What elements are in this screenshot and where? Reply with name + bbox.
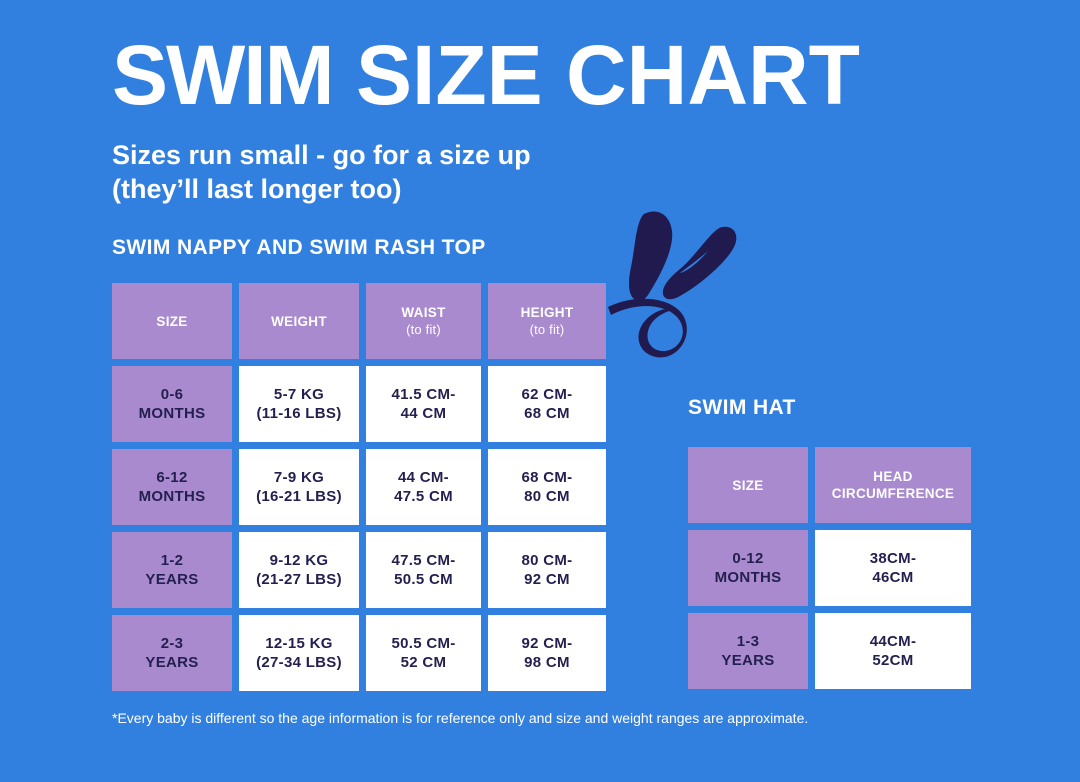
column-header: HEAD CIRCUMFERENCE [815, 447, 971, 523]
table-cell-weight: 12-15 KG (27-34 LBS) [239, 615, 359, 691]
swim-nappy-size-table: SIZE WEIGHT WAIST (to fit) HEIGHT (to fit) 0-6… [112, 283, 606, 691]
table-row-size-label: 0-12 MONTHS [688, 530, 808, 606]
page-title-light: SIZE CHART [332, 28, 860, 122]
water-splash-icon [608, 211, 737, 358]
page-title-strong: SWIM [112, 28, 335, 122]
column-header-sub: (to fit) [529, 322, 565, 337]
footnote-text: *Every baby is different so the age info… [112, 710, 809, 726]
table-cell-height: 92 CM- 98 CM [488, 615, 606, 691]
table-cell-weight: 9-12 KG (21-27 LBS) [239, 532, 359, 608]
table-cell-height: 80 CM- 92 CM [488, 532, 606, 608]
table-row-size-label: 2-3 YEARS [112, 615, 232, 691]
table-row-size-label: 6-12 MONTHS [112, 449, 232, 525]
table-cell-waist: 41.5 CM- 44 CM [366, 366, 481, 442]
table-cell-height: 68 CM- 80 CM [488, 449, 606, 525]
table-cell-waist: 50.5 CM- 52 CM [366, 615, 481, 691]
page-subtitle: Sizes run small - go for a size up (they… [112, 138, 531, 206]
column-header-sub: (to fit) [406, 322, 441, 337]
section-heading-swim-hat: SWIM HAT [688, 396, 796, 419]
subtitle-line-1: Sizes run small - go for a size up [112, 140, 531, 170]
page-title: SWIM SIZE CHART [112, 30, 860, 120]
table-row-size-label: 0-6 MONTHS [112, 366, 232, 442]
table-cell-waist: 47.5 CM- 50.5 CM [366, 532, 481, 608]
swim-hat-size-table: SIZE HEAD CIRCUMFERENCE 0-12 MONTHS 38CM- 46CM… [688, 447, 971, 689]
table-row-size-label: 1-2 YEARS [112, 532, 232, 608]
table-cell-waist: 44 CM- 47.5 CM [366, 449, 481, 525]
column-header: WEIGHT [239, 283, 359, 359]
table-cell-head-circumference: 44CM- 52CM [815, 613, 971, 689]
section-heading-swim-nappy: SWIM NAPPY AND SWIM RASH TOP [112, 236, 486, 259]
column-header: SIZE [112, 283, 232, 359]
table-row-size-label: 1-3 YEARS [688, 613, 808, 689]
table-cell-weight: 7-9 KG (16-21 LBS) [239, 449, 359, 525]
table-cell-height: 62 CM- 68 CM [488, 366, 606, 442]
subtitle-line-2: (they’ll last longer too) [112, 174, 402, 204]
column-header: SIZE [688, 447, 808, 523]
table-cell-weight: 5-7 KG (11-16 LBS) [239, 366, 359, 442]
column-header: HEIGHT (to fit) [488, 283, 606, 359]
table-cell-head-circumference: 38CM- 46CM [815, 530, 971, 606]
column-header: WAIST (to fit) [366, 283, 481, 359]
